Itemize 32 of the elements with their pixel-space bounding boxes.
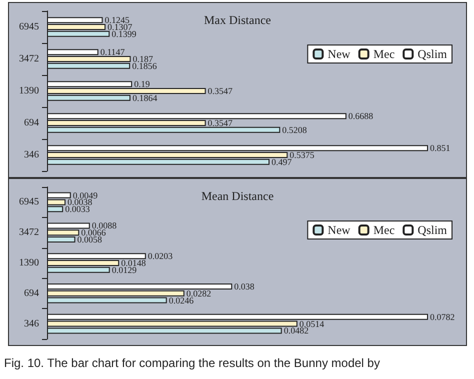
y-tick-label: 6945 (19, 196, 39, 208)
legend-label: Mec (373, 47, 395, 61)
data-label: 0.19 (134, 79, 150, 90)
y-tick-label: 6945 (19, 22, 39, 32)
data-label: 0.0782 (430, 312, 455, 322)
data-label: 0.1147 (100, 47, 126, 58)
caption: Fig. 10. The bar chart for comparing the results on the Bunny model by (4, 356, 381, 370)
y-tick-label: 694 (24, 288, 39, 299)
y-tick-label: 346 (24, 318, 39, 330)
data-label: 0.851 (430, 143, 450, 154)
chart-title: Mean Distance (201, 189, 274, 203)
data-label: 0.3547 (208, 118, 234, 128)
legend-label: New (328, 47, 351, 61)
data-label: 0.038 (234, 282, 255, 292)
y-tick-label: 1390 (19, 86, 39, 96)
data-label: 0.3547 (208, 86, 234, 96)
legend-label: Mec (373, 223, 395, 237)
data-label: 0.1864 (132, 92, 158, 103)
y-tick-label: 694 (24, 118, 39, 128)
data-label: 0.6688 (348, 111, 374, 122)
legend-label: Qslim (418, 47, 448, 61)
y-tick-label: 1390 (19, 258, 39, 268)
y-tick-label: 3472 (19, 227, 39, 238)
chart-title: Max Distance (204, 13, 271, 27)
data-label: 0.5208 (282, 124, 308, 135)
legend-label: New (328, 223, 351, 237)
data-label: 0.0203 (148, 251, 174, 262)
y-tick-label: 346 (24, 150, 39, 160)
legend-label: Qslim (418, 223, 448, 237)
data-label: 0.5375 (290, 150, 315, 160)
y-tick-label: 3472 (19, 54, 39, 64)
data-label: 0.497 (272, 156, 292, 167)
